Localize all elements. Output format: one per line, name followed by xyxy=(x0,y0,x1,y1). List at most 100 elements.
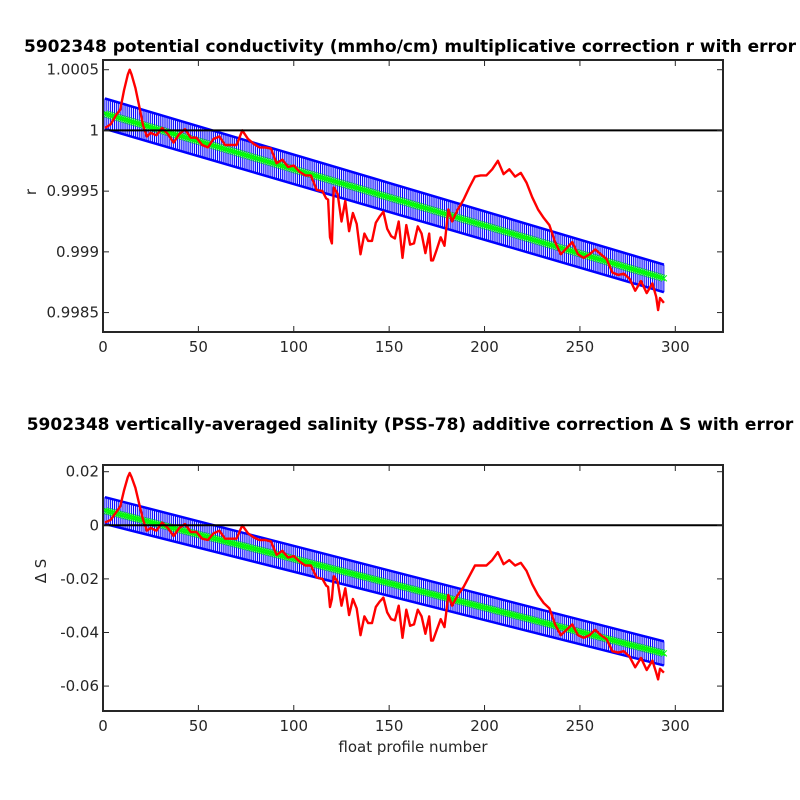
chart-1-fit-marker xyxy=(219,145,227,152)
chart-2-fit-marker xyxy=(343,569,351,576)
chart-2-fit-marker xyxy=(374,576,382,584)
chart-1-fit-marker xyxy=(528,236,536,243)
chart-1-fit-marker xyxy=(118,115,126,123)
chart-2-fit-marker xyxy=(345,569,353,577)
chart-2-fit-marker xyxy=(364,574,372,582)
chart-1-fit-marker xyxy=(641,269,649,277)
chart-1-fit-marker xyxy=(437,209,445,216)
chart-2-fit-marker xyxy=(629,642,637,649)
chart-2-fit-marker xyxy=(406,585,414,592)
chart-1-fit-marker xyxy=(130,118,137,126)
chart-1-fit-marker xyxy=(387,194,395,202)
chart-2-fit-marker xyxy=(517,613,525,621)
chart-1-fit-marker xyxy=(536,238,544,246)
chart-2-fit-marker xyxy=(425,590,433,597)
chart-1-fit-marker xyxy=(422,204,429,212)
chart-2-fit-marker xyxy=(456,597,464,605)
chart-2-fit-marker xyxy=(641,645,649,652)
chart-2-fit-marker xyxy=(237,541,244,549)
chart-1-fit-marker xyxy=(521,233,528,241)
chart-2-fit-marker xyxy=(130,514,137,522)
chart-2-fit-marker xyxy=(631,642,639,650)
chart-1-fit-marker xyxy=(460,215,467,223)
chart-2-x-tick-label: 50 xyxy=(189,717,208,735)
chart-2-fit-marker xyxy=(429,591,437,598)
chart-2-fit-marker xyxy=(546,620,553,628)
chart-1-fit-marker xyxy=(517,232,525,240)
chart-2-fit-marker xyxy=(422,589,429,596)
chart-2-fit-marker xyxy=(120,512,128,519)
chart-1-fit-marker xyxy=(132,119,139,127)
chart-1-fit-marker xyxy=(515,232,523,239)
chart-2-y-tick-label: -0.06 xyxy=(60,677,99,695)
chart-1-y-tick-label: 0.9985 xyxy=(47,304,100,322)
chart-2-fit-marker xyxy=(423,589,431,597)
chart-2-fit-marker xyxy=(408,585,416,593)
chart-2-fit-marker xyxy=(534,617,542,625)
chart-2-fit-marker xyxy=(485,605,492,612)
chart-2-fit-marker xyxy=(401,583,408,591)
chart-2-series-group xyxy=(103,471,723,681)
chart-1-fit-marker xyxy=(212,142,219,150)
chart-2-fit-marker xyxy=(332,566,340,573)
chart-2-fit-marker xyxy=(254,546,261,553)
chart-2-axes-frame xyxy=(102,464,724,712)
chart-1-fit-marker xyxy=(229,147,237,155)
chart-1-fit-marker xyxy=(362,187,370,195)
chart-1-y-tick-label: 0.9995 xyxy=(47,182,100,200)
chart-1-fit-marker xyxy=(267,159,275,166)
chart-2-fit-marker xyxy=(540,619,548,627)
chart-2-fit-marker xyxy=(523,614,530,622)
chart-1-fit-marker xyxy=(402,199,410,206)
chart-2-fit-marker xyxy=(324,564,332,571)
chart-1-fit-marker xyxy=(614,261,622,269)
chart-1-fit-marker xyxy=(435,208,443,216)
chart-1-fit-marker xyxy=(414,202,422,210)
chart-2-fit-marker xyxy=(620,639,628,647)
chart-1-series-group xyxy=(103,68,723,312)
chart-1-fit-marker xyxy=(494,226,502,233)
chart-2-fit-marker xyxy=(515,612,523,620)
chart-1-fit-marker xyxy=(483,222,490,230)
chart-1-fit-marker xyxy=(338,180,345,187)
chart-2-fit-marker xyxy=(311,560,319,568)
chart-1-x-tick-label: 250 xyxy=(566,338,595,356)
chart-2-fit-marker xyxy=(500,609,507,616)
chart-2-fit-marker xyxy=(536,618,544,626)
chart-1-fit-marker xyxy=(145,123,153,130)
chart-1-fit-marker xyxy=(540,239,548,247)
chart-2-fit-marker xyxy=(250,545,258,552)
chart-1-fit-marker xyxy=(341,181,349,188)
chart-2-fit-marker xyxy=(473,602,481,609)
chart-2-title: 5902348 vertically-averaged salinity (PS… xyxy=(27,415,794,435)
chart-1-fit-marker xyxy=(340,180,347,188)
chart-1-fit-marker xyxy=(391,195,399,203)
chart-2-fit-marker xyxy=(488,606,496,613)
chart-2-fit-marker xyxy=(467,600,475,608)
chart-2-fit-marker xyxy=(410,586,418,593)
chart-1-fit-marker xyxy=(223,146,231,153)
chart-1-fit-marker xyxy=(328,177,336,184)
chart-1-fit-marker xyxy=(464,217,471,224)
chart-1-fit-marker xyxy=(282,163,290,171)
chart-2-fit-marker xyxy=(376,577,383,585)
chart-1-fit-marker xyxy=(376,191,383,198)
chart-1-fit-marker xyxy=(488,224,496,232)
chart-2-fit-marker xyxy=(624,640,631,648)
chart-1-fit-marker xyxy=(593,255,601,263)
chart-1-fit-marker xyxy=(591,254,599,262)
chart-1-fit-marker xyxy=(526,235,534,243)
chart-1-fit-marker xyxy=(248,153,256,161)
chart-1-fit-marker xyxy=(351,183,359,191)
chart-2-fit-marker xyxy=(229,539,237,547)
chart-2-fit-marker xyxy=(257,547,265,554)
chart-2-fit-marker xyxy=(532,617,540,625)
chart-1-fit-marker xyxy=(420,204,427,211)
chart-1-fit-marker xyxy=(181,133,189,141)
chart-2-fit-marker xyxy=(439,593,446,601)
chart-2-fit-marker xyxy=(559,624,567,631)
chart-2-fit-marker xyxy=(126,513,134,521)
chart-2-fit-marker xyxy=(649,647,656,654)
chart-2-fit-marker xyxy=(238,542,246,550)
chart-1-fit-marker xyxy=(477,221,485,228)
